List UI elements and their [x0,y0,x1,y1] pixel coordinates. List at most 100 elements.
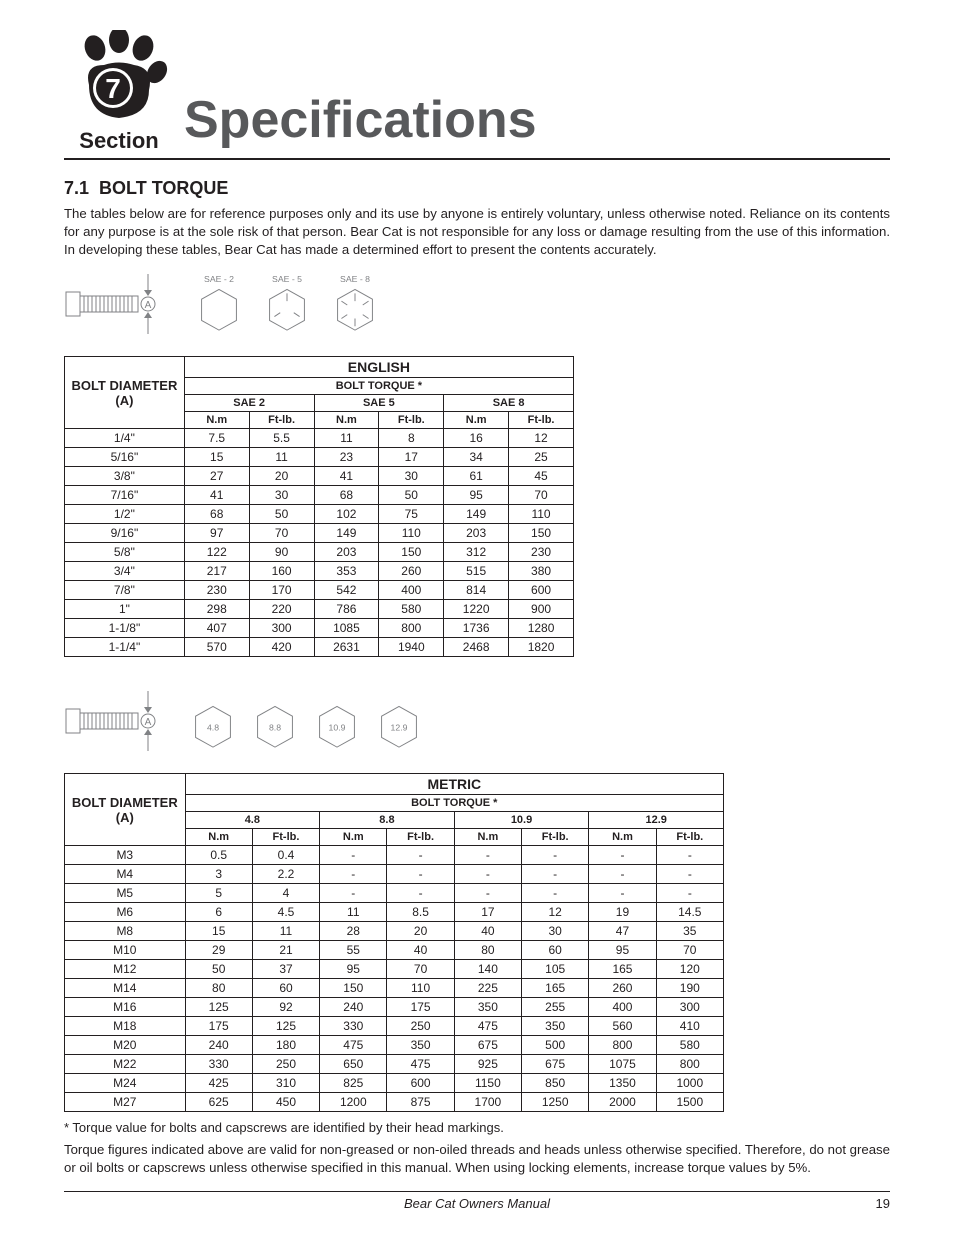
table-cell: 40 [387,941,454,960]
table-cell: 110 [509,505,574,524]
paw-logo-wrap: 7 Section [64,30,174,154]
table-cell: 80 [185,979,252,998]
hex-icon: 4.8 [188,691,238,751]
table-cell: - [589,846,656,865]
table-cell: 175 [387,998,454,1017]
table-cell: 70 [656,941,723,960]
svg-text:A: A [145,717,152,728]
grade-header: 4.8 [185,812,320,829]
table-cell: 149 [314,524,379,543]
table-row: M148060150110225165260190 [65,979,724,998]
table-cell: 150 [509,524,574,543]
table-cell: 12 [509,429,574,448]
svg-text:A: A [145,300,152,311]
system-label: METRIC [185,774,723,795]
table-cell: 50 [185,960,252,979]
table-cell: - [656,865,723,884]
grade-header: SAE 5 [314,395,444,412]
chapter-header: 7 Section Specifications [64,30,890,160]
table-cell: - [656,846,723,865]
table-cell: 11 [252,922,319,941]
unit-header: N.m [184,412,249,429]
table-cell: 380 [509,562,574,581]
bolt-diagram-metric: A [64,681,174,761]
table-row: M2762545012008751700125020001500 [65,1093,724,1112]
table-cell: 1500 [656,1093,723,1112]
table-cell: 1085 [314,619,379,638]
table-cell: 11 [249,448,314,467]
table-cell: 312 [444,543,509,562]
table-cell: 5 [185,884,252,903]
table-cell: 625 [185,1093,252,1112]
table-cell: M4 [65,865,186,884]
table-cell: 600 [509,581,574,600]
table-cell: 92 [252,998,319,1017]
english-torque-table: BOLT DIAMETER(A)ENGLISHBOLT TORQUE *SAE … [64,356,574,657]
table-row: 9/16"9770149110203150 [65,524,574,543]
table-cell: 4 [252,884,319,903]
table-row: M102921554080609570 [65,941,724,960]
table-cell: 70 [387,960,454,979]
table-cell: 350 [454,998,521,1017]
page-number: 19 [850,1196,890,1211]
grade-header: 10.9 [454,812,589,829]
table-cell: 800 [656,1055,723,1074]
table-cell: M14 [65,979,186,998]
grade-header: 12.9 [589,812,724,829]
table-cell: - [522,846,589,865]
table-row: M664.5118.517121914.5 [65,903,724,922]
table-cell: 95 [589,941,656,960]
table-cell: - [656,884,723,903]
table-cell: 250 [252,1055,319,1074]
table-cell: - [320,865,387,884]
table-cell: 47 [589,922,656,941]
table-row: M1250379570140105165120 [65,960,724,979]
table-cell: 165 [522,979,589,998]
bolt-diagram-english: A [64,264,174,344]
table-cell: 3/8" [65,467,185,486]
table-cell: - [522,865,589,884]
table-row: M20240180475350675500800580 [65,1036,724,1055]
table-cell: 120 [656,960,723,979]
section-number: 7.1 [64,178,89,198]
table-cell: 217 [184,562,249,581]
table-row: 3/4"217160353260515380 [65,562,574,581]
table-row: 1/4"7.55.51181612 [65,429,574,448]
table-cell: 25 [509,448,574,467]
hex-icon: SAE - 2 [194,274,244,334]
unit-header: N.m [444,412,509,429]
footnote-2: Torque figures indicated above are valid… [64,1141,890,1177]
intro-paragraph: The tables below are for reference purpo… [64,205,890,258]
table-cell: 70 [249,524,314,543]
table-cell: 1" [65,600,185,619]
torque-label: BOLT TORQUE * [184,378,573,395]
table-cell: 225 [454,979,521,998]
table-cell: 1700 [454,1093,521,1112]
table-cell: 0.4 [252,846,319,865]
table-cell: - [387,884,454,903]
table-cell: 149 [444,505,509,524]
table-cell: 475 [387,1055,454,1074]
table-cell: 23 [314,448,379,467]
hex-icon: SAE - 5 [262,274,312,334]
table-cell: 35 [656,922,723,941]
footer-title: Bear Cat Owners Manual [104,1196,850,1211]
table-cell: 17 [454,903,521,922]
table-cell: M3 [65,846,186,865]
table-row: M1612592240175350255400300 [65,998,724,1017]
header-rule [64,158,890,160]
table-cell: 475 [454,1017,521,1036]
table-cell: 12 [522,903,589,922]
table-cell: 68 [314,486,379,505]
table-row: 5/8"12290203150312230 [65,543,574,562]
table-cell: 475 [320,1036,387,1055]
table-row: 1-1/4"5704202631194024681820 [65,638,574,657]
table-cell: 230 [184,581,249,600]
table-cell: 8.5 [387,903,454,922]
table-cell: 1350 [589,1074,656,1093]
unit-header: Ft-lb. [387,829,454,846]
table-cell: 786 [314,600,379,619]
table-cell: 165 [589,960,656,979]
unit-header: N.m [320,829,387,846]
table-cell: - [320,884,387,903]
